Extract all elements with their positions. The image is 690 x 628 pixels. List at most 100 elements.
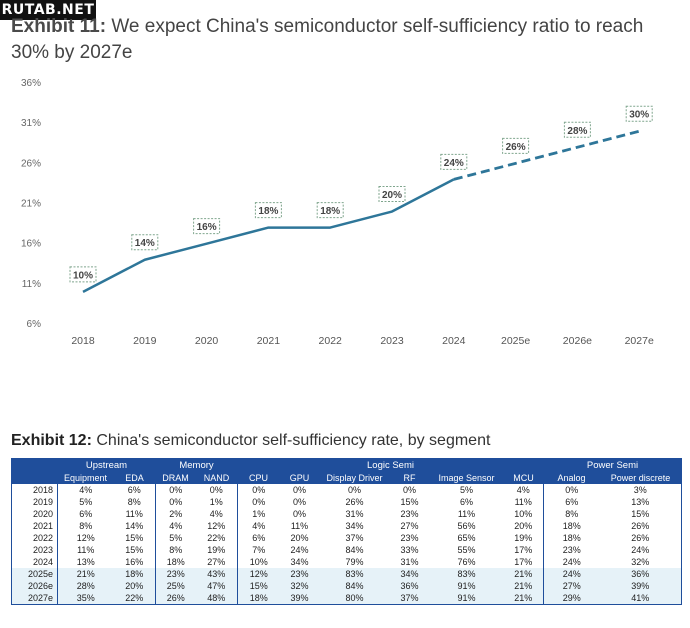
- exhibit11-title-text: We expect China's semiconductor self-suf…: [11, 16, 644, 63]
- table-cell: 11%: [125, 509, 143, 519]
- y-tick-label: 11%: [22, 279, 41, 290]
- table-cell: 28%: [57, 580, 114, 592]
- table-cell: 17%: [514, 557, 533, 567]
- data-label: 28%: [567, 126, 587, 137]
- table-cell: 13%: [57, 556, 114, 568]
- table-cell: 15%: [237, 580, 280, 592]
- table-cell: 10%: [514, 509, 533, 519]
- y-tick-label: 21%: [21, 199, 41, 210]
- data-label-box: [131, 234, 159, 251]
- table-cell: 91%: [429, 580, 504, 592]
- table-group-header-row: Upstream Memory Logic Semi Power Semi: [11, 458, 682, 472]
- table-cell: 35%: [57, 592, 114, 605]
- table-cell: 24%: [543, 568, 600, 580]
- exhibit12-title: Exhibit 12: China's semiconductor self-s…: [11, 430, 681, 452]
- table-cell: 6%: [459, 497, 473, 507]
- data-label-box: [316, 202, 344, 219]
- table-cell: 26%: [155, 592, 196, 605]
- table-cell: 0%: [347, 485, 361, 495]
- row-year-cell: 2022: [32, 533, 53, 543]
- table-cell: 79%: [345, 557, 364, 567]
- group-header: Logic Semi: [237, 458, 544, 472]
- table-cell: 37%: [345, 533, 364, 543]
- table-cell: 20%: [113, 580, 156, 592]
- data-label: 26%: [506, 142, 526, 153]
- table-cell: 4%: [57, 484, 114, 496]
- table-cell: 32%: [279, 580, 320, 592]
- x-tick-label: 2020: [195, 335, 219, 347]
- table-cell: 80%: [319, 592, 390, 605]
- table-cell: 12%: [207, 521, 226, 531]
- table-cell: 32%: [631, 557, 650, 567]
- table-cell: 23%: [279, 568, 320, 580]
- table-cell: 43%: [195, 568, 238, 580]
- table-cell: 41%: [599, 592, 682, 605]
- table-cell: 84%: [345, 545, 364, 555]
- exhibit11-label: Exhibit 11:: [11, 16, 107, 37]
- y-tick-label: 16%: [21, 239, 41, 250]
- row-year-cell: 2024: [32, 557, 53, 567]
- row-year-cell: 2021: [32, 521, 53, 531]
- table-row: 2023 11% 15% 8% 19% 7% 24% 84% 33% 55% 17% 23% 24%: [12, 544, 682, 556]
- table-row: 2019 5% 8% 0% 1% 0% 0% 26% 15% 6% 11% 6% 13%: [12, 496, 682, 508]
- table-cell: 47%: [195, 580, 238, 592]
- data-label-box: [502, 137, 530, 154]
- table-cell: 23%: [400, 533, 419, 543]
- table-cell: 20%: [290, 533, 309, 543]
- table-cell: 36%: [389, 580, 430, 592]
- table-cell: 83%: [429, 568, 504, 580]
- table-cell: 12%: [237, 568, 280, 580]
- table-cell: 31%: [345, 509, 364, 519]
- table-cell: 6%: [57, 508, 114, 520]
- table-cell: 34%: [345, 521, 364, 531]
- table-cell: 21%: [503, 568, 544, 580]
- x-tick-label: 2021: [257, 335, 281, 347]
- table-cell: 21%: [503, 592, 544, 605]
- table-cell: 34%: [389, 568, 430, 580]
- table-row: 2020 6% 11% 2% 4% 1% 0% 31% 23% 11% 10% 8% 15%: [12, 508, 682, 520]
- table-cell: 27%: [543, 580, 600, 592]
- y-tick-label: 31%: [21, 118, 41, 129]
- table-cell: 6%: [237, 532, 280, 544]
- data-label: 16%: [197, 222, 217, 233]
- table-cell: 8%: [57, 520, 114, 532]
- column-header: RF: [389, 472, 430, 484]
- column-header: EDA: [113, 472, 156, 484]
- x-tick-label: 2027e: [625, 335, 654, 347]
- x-tick-label: 2025e: [501, 335, 530, 347]
- table-cell: 7%: [237, 544, 280, 556]
- table-cell: 65%: [457, 533, 476, 543]
- row-year-cell: 2023: [32, 545, 53, 555]
- table-cell: 0%: [402, 485, 416, 495]
- group-header: Memory: [155, 458, 238, 472]
- table-cell: 0%: [292, 509, 306, 519]
- table-cell: 18%: [237, 592, 280, 605]
- table-cell: 11%: [57, 544, 114, 556]
- table-cell: 14%: [125, 521, 144, 531]
- y-tick-label: 6%: [27, 319, 42, 330]
- table-cell: 0%: [155, 484, 196, 496]
- table-cell: 19%: [207, 545, 226, 555]
- self-sufficiency-line-chart: 6% 11% 16% 21% 26% 31% 36% 2018 2019 2020 2021 2022…: [21, 78, 654, 347]
- table-cell: 0%: [237, 496, 280, 508]
- column-header: NAND: [195, 472, 238, 484]
- row-year-cell: 2025e: [11, 568, 58, 580]
- table-cell: 4%: [237, 520, 280, 532]
- column-header: Equipment: [57, 472, 114, 484]
- table-cell: 27%: [400, 521, 419, 531]
- table-cell: 3%: [633, 485, 647, 495]
- actual-series-line: [82, 178, 455, 293]
- x-tick-label: 2024: [442, 335, 466, 347]
- table-cell: 91%: [429, 592, 504, 605]
- table-cell: 11%: [457, 509, 476, 519]
- table-cell: 17%: [514, 545, 533, 555]
- table-cell: 83%: [319, 568, 390, 580]
- column-header: DRAM: [155, 472, 196, 484]
- data-label-box: [69, 266, 97, 283]
- table-cell: 5%: [459, 485, 473, 495]
- data-label: 18%: [258, 206, 278, 217]
- table-cell: 18%: [155, 556, 196, 568]
- table-cell: 18%: [543, 520, 600, 532]
- table-row: 2021 8% 14% 4% 12% 4% 11% 34% 27% 56% 20% 18% 26%: [12, 520, 682, 532]
- table-cell: 26%: [345, 497, 364, 507]
